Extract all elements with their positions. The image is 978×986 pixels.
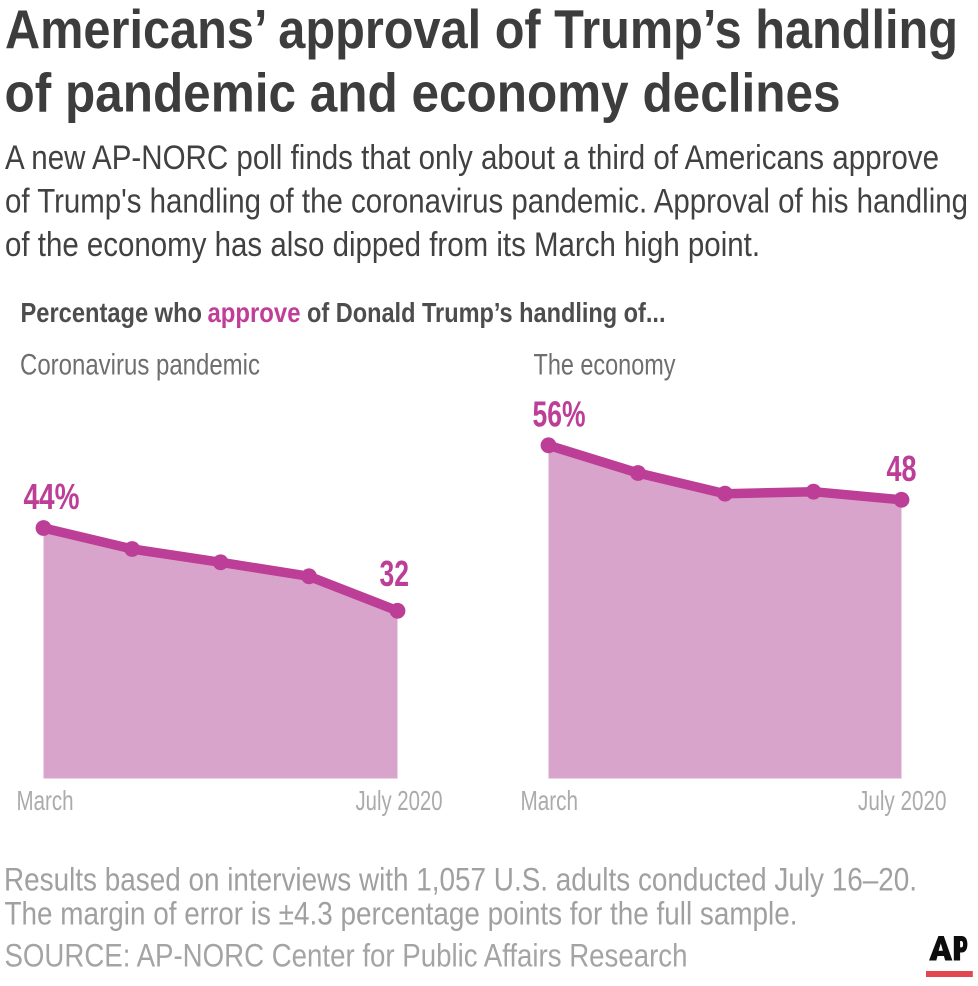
svg-text:32: 32	[380, 553, 410, 594]
svg-text:56%: 56%	[533, 394, 586, 435]
svg-text:Americans’ approval of Trump’s: Americans’ approval of Trump’s handling	[5, 0, 958, 60]
svg-text:The economy: The economy	[534, 349, 676, 382]
svg-text:Results based on interviews wi: Results based on interviews with 1,057 U…	[4, 862, 917, 898]
svg-text:The margin of error is ±4.3 pe: The margin of error is ±4.3 percentage p…	[5, 896, 798, 932]
svg-text:of the economy has also dipped: of the economy has also dipped from its …	[5, 226, 760, 264]
svg-text:March: March	[521, 785, 579, 816]
svg-text:44%: 44%	[24, 476, 80, 517]
svg-text:July 2020: July 2020	[356, 785, 443, 816]
svg-text:of pandemic and economy declin: of pandemic and economy declines	[5, 62, 841, 124]
svg-text:SOURCE: AP-NORC Center for Pub: SOURCE: AP-NORC Center for Public Affair…	[5, 938, 688, 974]
svg-text:July 2020: July 2020	[858, 785, 947, 816]
svg-text:A new AP-NORC poll finds that: A new AP-NORC poll finds that only about…	[5, 139, 939, 177]
svg-text:approve: approve	[208, 297, 301, 328]
svg-text:Coronavirus pandemic: Coronavirus pandemic	[20, 349, 260, 382]
svg-text:48: 48	[887, 448, 917, 489]
svg-text:March: March	[17, 785, 74, 816]
svg-text:of Trump's handling of the cor: of Trump's handling of the coronavirus p…	[5, 183, 968, 221]
svg-text:of Donald Trump’s handling of.: of Donald Trump’s handling of...	[307, 297, 666, 328]
svg-text:Percentage who: Percentage who	[21, 297, 203, 328]
